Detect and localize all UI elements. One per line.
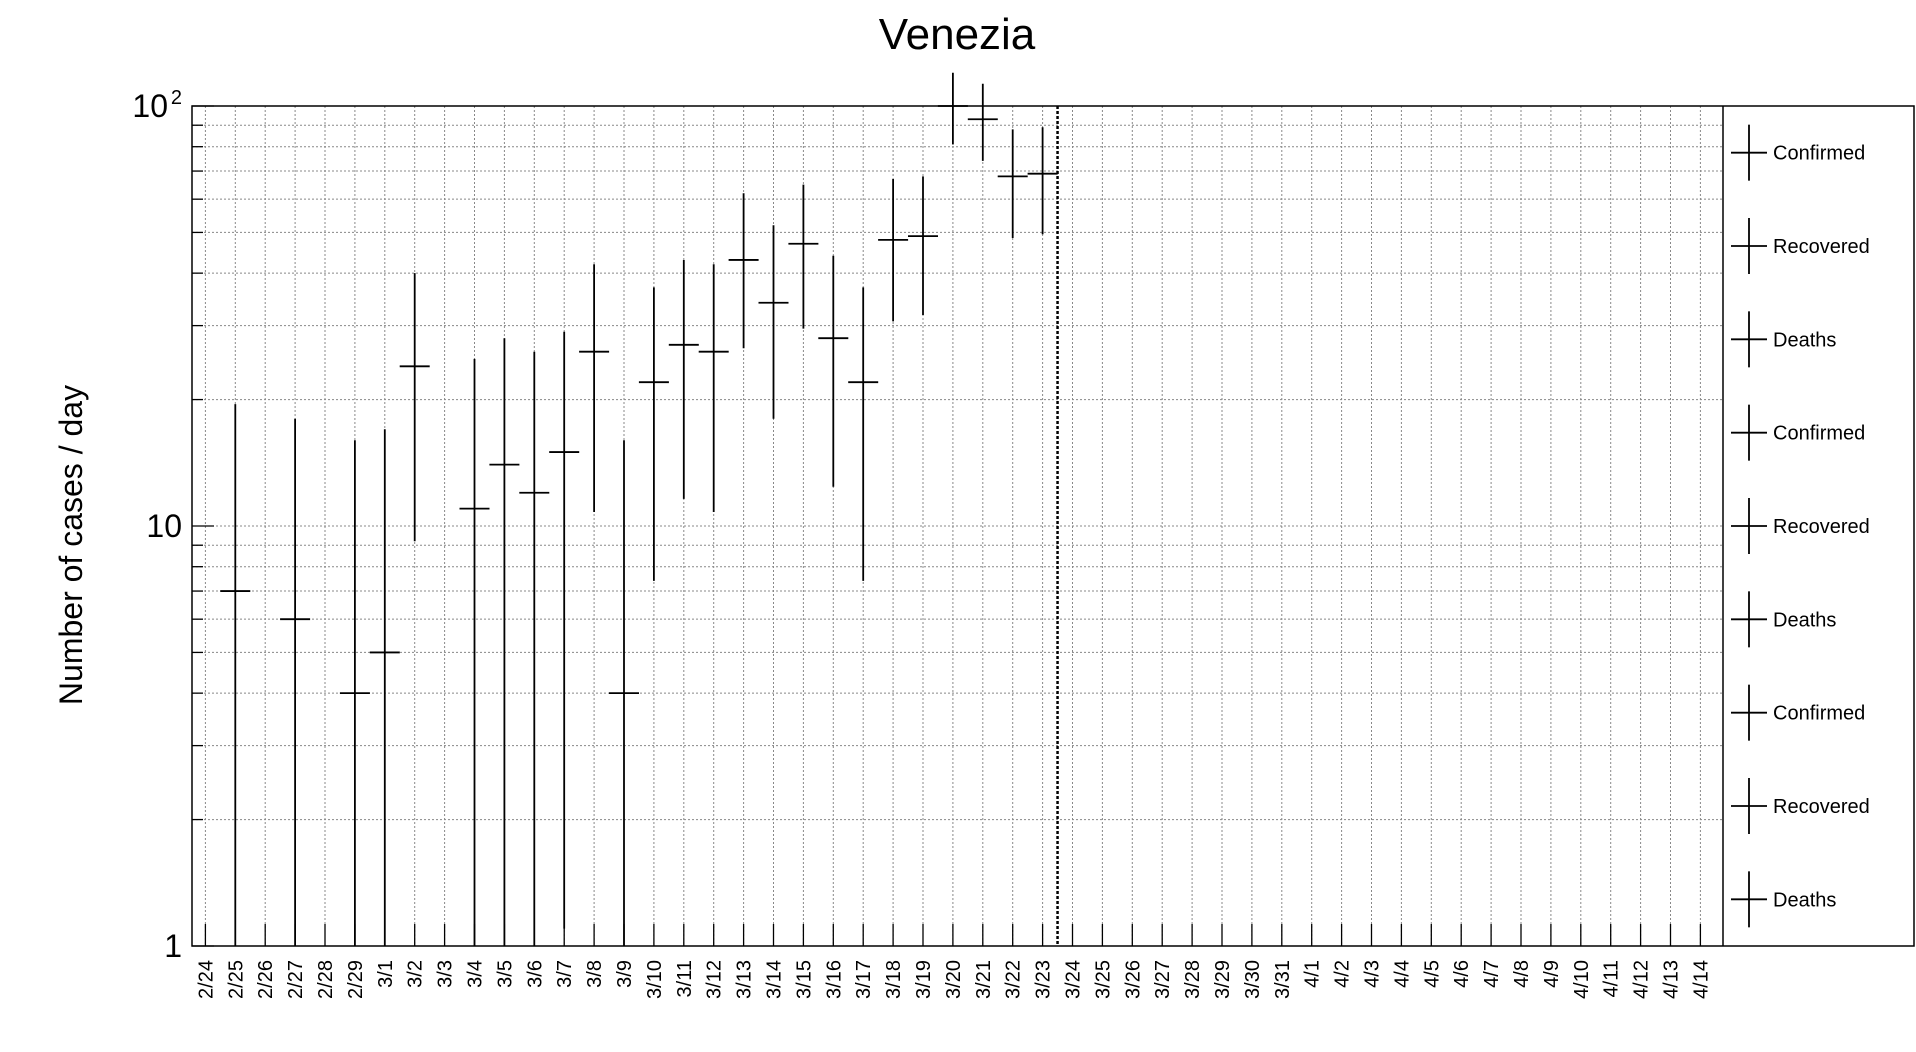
series-confirmed bbox=[220, 72, 1058, 946]
x-tick-label: 3/23 bbox=[1033, 960, 1055, 999]
x-tick-label: 3/2 bbox=[405, 960, 427, 988]
x-tick-label: 3/10 bbox=[644, 960, 666, 999]
x-tick-label: 3/8 bbox=[584, 960, 606, 988]
x-tick-label: 2/27 bbox=[285, 960, 307, 999]
x-tick-label: 4/13 bbox=[1661, 960, 1683, 999]
x-tick-label: 4/2 bbox=[1332, 960, 1354, 988]
x-tick-label: 3/13 bbox=[734, 960, 756, 999]
x-tick-label: 3/30 bbox=[1242, 960, 1264, 999]
legend: Confirmed Recovered Deaths Confirmed Recover… bbox=[1731, 124, 1870, 928]
x-tick-label: 3/31 bbox=[1272, 960, 1294, 999]
x-tick-label: 4/9 bbox=[1541, 960, 1563, 988]
x-tick-label: 3/4 bbox=[465, 960, 487, 988]
x-tick-label: 3/17 bbox=[853, 960, 875, 999]
legend-entry: Recovered bbox=[1773, 516, 1870, 538]
x-tick-label: 4/11 bbox=[1601, 960, 1623, 997]
x-tick-label: 3/9 bbox=[614, 960, 636, 988]
legend-entry: Confirmed bbox=[1773, 423, 1865, 445]
x-tick-label: 3/26 bbox=[1122, 960, 1144, 999]
x-tick-label: 4/10 bbox=[1571, 960, 1593, 999]
legend-entry: Confirmed bbox=[1773, 143, 1865, 165]
x-tick-label: 3/19 bbox=[913, 960, 935, 999]
legend-entry: Recovered bbox=[1773, 796, 1870, 818]
x-tick-label: 3/18 bbox=[883, 960, 905, 999]
x-tick-label: 3/15 bbox=[793, 960, 815, 999]
x-tick-label: 3/29 bbox=[1212, 960, 1234, 999]
x-tick-label: 3/5 bbox=[494, 960, 516, 988]
x-tick-label: 4/5 bbox=[1421, 960, 1443, 988]
x-tick-label: 3/24 bbox=[1063, 960, 1085, 999]
x-tick-label: 3/7 bbox=[554, 960, 576, 988]
chart-title: Venezia bbox=[879, 10, 1036, 59]
x-tick-label: 2/26 bbox=[255, 960, 277, 999]
x-tick-label: 2/29 bbox=[345, 960, 367, 999]
legend-entry: Deaths bbox=[1773, 329, 1836, 351]
y-tick-label: 10 bbox=[146, 508, 182, 544]
grid bbox=[192, 106, 1723, 946]
legend-entry: Recovered bbox=[1773, 236, 1870, 258]
x-tick-label: 3/16 bbox=[823, 960, 845, 999]
x-tick-label: 3/20 bbox=[943, 960, 965, 999]
x-tick-label: 3/14 bbox=[764, 960, 786, 999]
y-tick-label: 10 bbox=[132, 88, 168, 124]
x-tick-label: 3/1 bbox=[375, 960, 397, 988]
x-tick-label: 2/25 bbox=[225, 960, 247, 999]
x-tick-label: 3/3 bbox=[435, 960, 457, 988]
x-tick-label: 3/12 bbox=[704, 960, 726, 999]
x-tick-label: 4/12 bbox=[1631, 960, 1653, 999]
y-axis-label: Number of cases / day bbox=[53, 385, 89, 705]
x-tick-label: 4/6 bbox=[1451, 960, 1473, 988]
x-tick-label: 4/1 bbox=[1302, 960, 1324, 988]
x-tick-label: 4/7 bbox=[1481, 960, 1503, 988]
x-tick-label: 2/28 bbox=[315, 960, 337, 999]
x-tick-label: 3/11 bbox=[674, 960, 696, 997]
x-tick-label: 4/14 bbox=[1690, 960, 1712, 999]
x-tick-label: 3/25 bbox=[1092, 960, 1114, 999]
legend-entry: Confirmed bbox=[1773, 703, 1865, 725]
x-axis: 2/24 2/25 2/26 2/27 2/28 2/29 3/1 3/2 3/3 3/4 3/5 3… bbox=[195, 924, 1712, 999]
y-tick-label-exponent: 2 bbox=[171, 87, 182, 109]
x-tick-label: 3/27 bbox=[1152, 960, 1174, 999]
x-tick-label: 2/24 bbox=[195, 960, 217, 999]
legend-entry: Deaths bbox=[1773, 609, 1836, 631]
y-tick-label: 1 bbox=[164, 928, 182, 964]
x-tick-label: 3/22 bbox=[1003, 960, 1025, 999]
x-tick-label: 4/4 bbox=[1391, 960, 1413, 988]
legend-entry: Deaths bbox=[1773, 889, 1836, 911]
x-tick-label: 3/21 bbox=[973, 960, 995, 999]
x-tick-label: 3/28 bbox=[1182, 960, 1204, 999]
x-tick-label: 4/3 bbox=[1362, 960, 1384, 988]
x-tick-label: 3/6 bbox=[524, 960, 546, 988]
x-tick-label: 4/8 bbox=[1511, 960, 1533, 988]
